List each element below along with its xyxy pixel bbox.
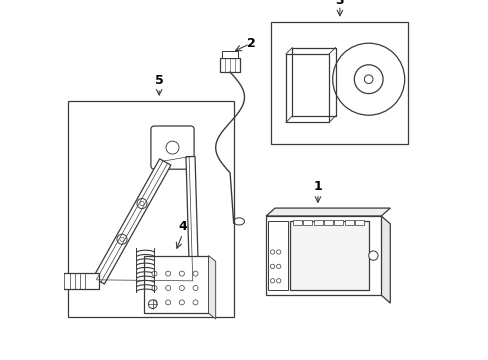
Bar [143,256,208,313]
Bar [292,220,302,225]
Bar [303,220,312,225]
Bar [344,220,353,225]
Circle shape [270,264,274,269]
Bar [354,220,363,225]
Polygon shape [381,216,389,303]
Circle shape [276,279,280,283]
Circle shape [193,271,198,276]
Text: 2: 2 [247,37,256,50]
Circle shape [332,43,404,115]
Bar [220,58,240,72]
Ellipse shape [233,218,244,225]
Circle shape [166,141,179,154]
Bar [285,54,328,122]
Bar [222,51,238,58]
Circle shape [152,285,157,291]
Bar [271,22,407,144]
Bar [323,220,332,225]
Circle shape [193,285,198,291]
Circle shape [165,271,170,276]
Circle shape [270,250,274,254]
Bar [151,270,204,288]
Bar [313,220,322,225]
Text: 1: 1 [313,180,322,193]
FancyBboxPatch shape [151,126,194,169]
Circle shape [140,202,144,206]
Circle shape [165,300,170,305]
Bar [265,216,381,295]
Polygon shape [208,256,215,319]
Circle shape [270,279,274,283]
Circle shape [276,250,280,254]
Circle shape [148,300,157,309]
Circle shape [152,300,157,305]
Bar [62,273,99,289]
Polygon shape [93,159,171,284]
Bar [289,221,368,290]
Circle shape [179,271,184,276]
Bar [68,101,233,317]
Circle shape [179,285,184,291]
Text: 5: 5 [155,75,163,87]
Circle shape [120,237,124,241]
Circle shape [179,300,184,305]
Circle shape [368,251,377,260]
Bar [267,221,287,290]
Ellipse shape [52,273,62,289]
Text: 4: 4 [178,220,186,233]
Circle shape [117,234,127,244]
Circle shape [193,300,198,305]
Circle shape [276,264,280,269]
Text: 3: 3 [335,0,344,6]
Bar [334,220,343,225]
Circle shape [152,271,157,276]
Circle shape [165,285,170,291]
Circle shape [354,65,382,94]
Polygon shape [265,208,389,216]
Circle shape [364,75,372,84]
Circle shape [173,275,182,283]
Polygon shape [185,157,198,281]
Circle shape [137,199,147,209]
